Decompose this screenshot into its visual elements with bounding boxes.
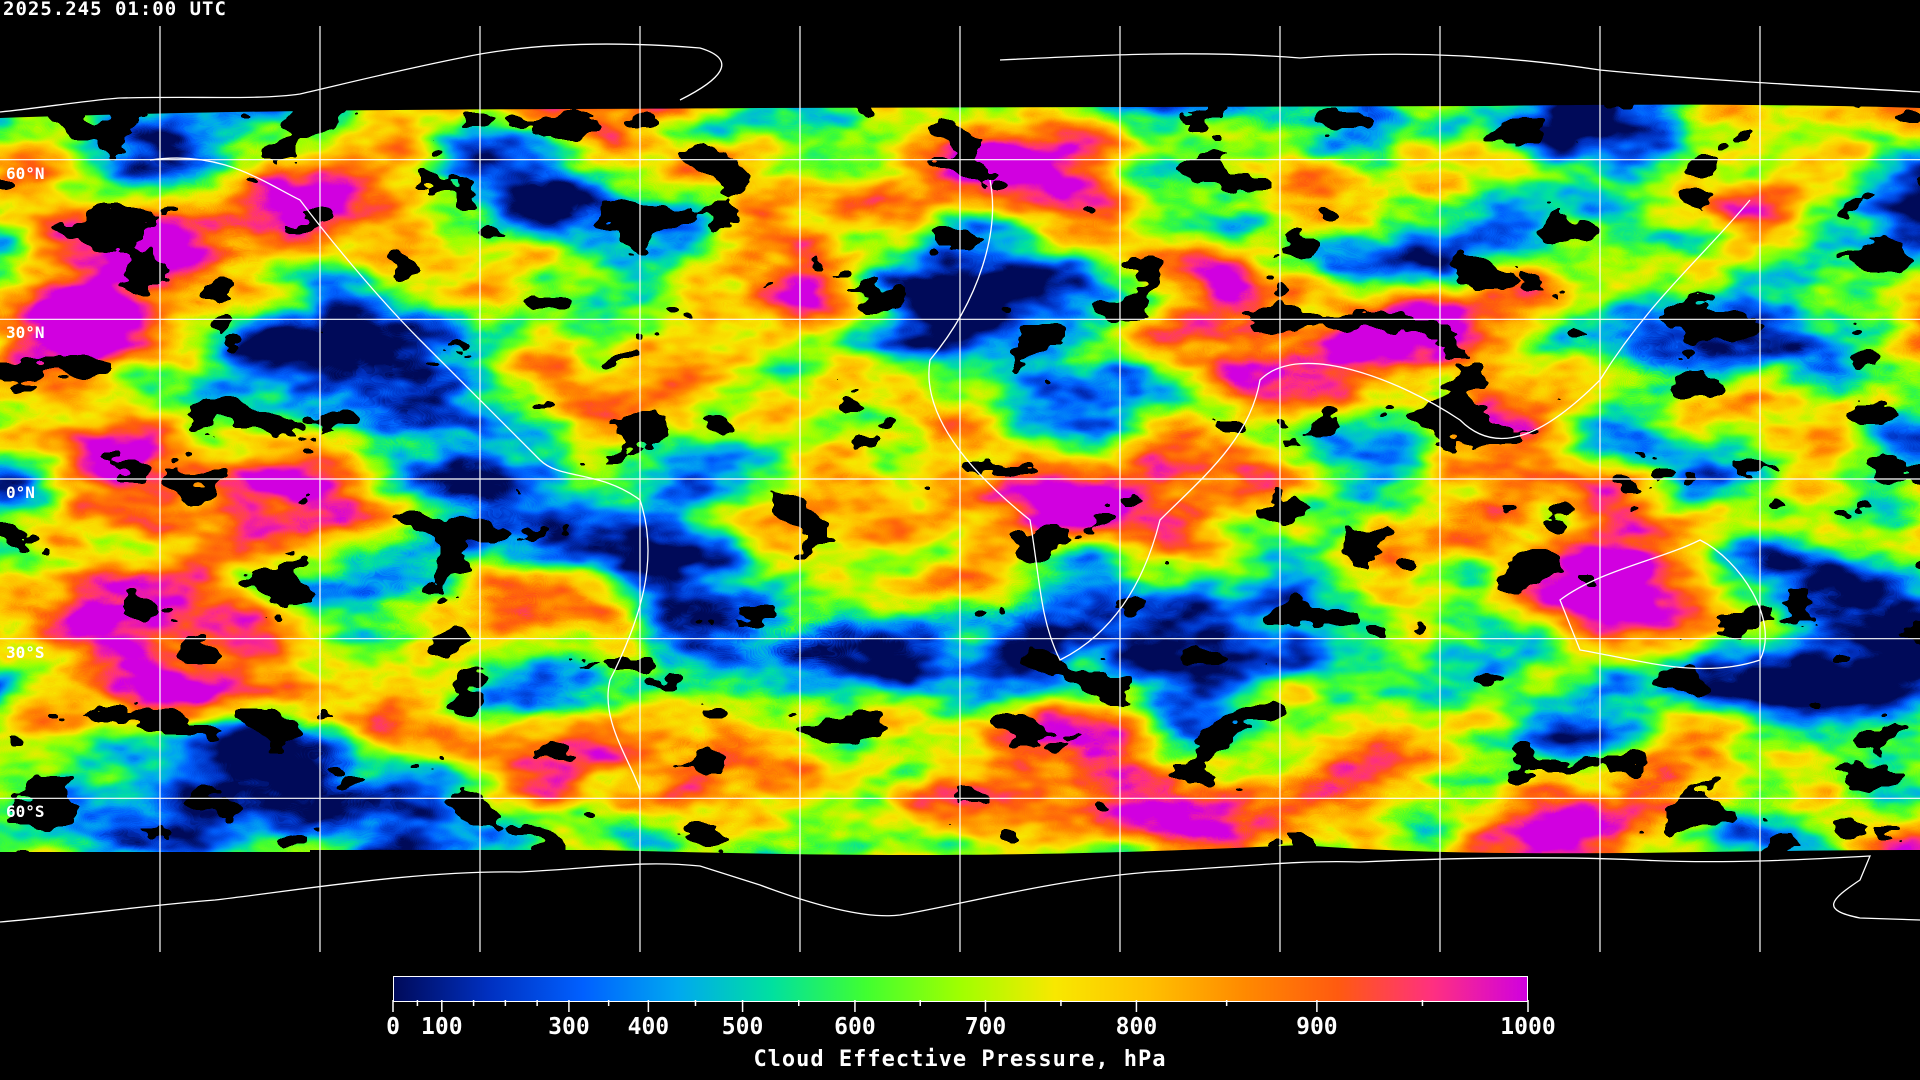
lat-label: 30°N: [6, 323, 45, 343]
coastline-australia: [1559, 539, 1766, 670]
colorbar-tick-label: 300: [548, 1014, 590, 1040]
lat-label: 60°N: [6, 163, 45, 183]
colorbar-tick-label: 500: [721, 1014, 764, 1040]
coastline-antarctica: [0, 855, 1920, 923]
colorbar-tick-label: 100: [421, 1014, 463, 1040]
colorbar-ticks: [392, 1000, 1529, 1012]
lat-label: 60°S: [6, 802, 45, 822]
coastline-americas: [149, 157, 649, 791]
colorbar-title: Cloud Effective Pressure, hPa: [753, 1047, 1167, 1072]
colorbar-tick-label: 1000: [1500, 1014, 1556, 1040]
timestamp: 2025.245 01:00 UTC: [3, 0, 227, 20]
lat-label: 30°S: [6, 642, 45, 662]
colorbar-tick-label: 0: [386, 1014, 400, 1040]
colorbar-tick-label: 600: [834, 1014, 876, 1040]
colorbar-tick-label: 800: [1115, 1014, 1158, 1040]
coastline-arctic: [0, 43, 1920, 113]
lat-label: 0°N: [6, 483, 35, 502]
colorbar-tick-label: 400: [627, 1014, 670, 1040]
colorbar-tick-label: 900: [1296, 1014, 1338, 1040]
coastlines: [0, 43, 1920, 923]
graticule: [0, 26, 1920, 952]
colorbar: [393, 976, 1528, 1002]
colorbar-tick-label: 700: [964, 1014, 1007, 1040]
coastline-africa-eurasia: [928, 179, 1751, 661]
cloud-pressure-map: [0, 26, 1920, 952]
